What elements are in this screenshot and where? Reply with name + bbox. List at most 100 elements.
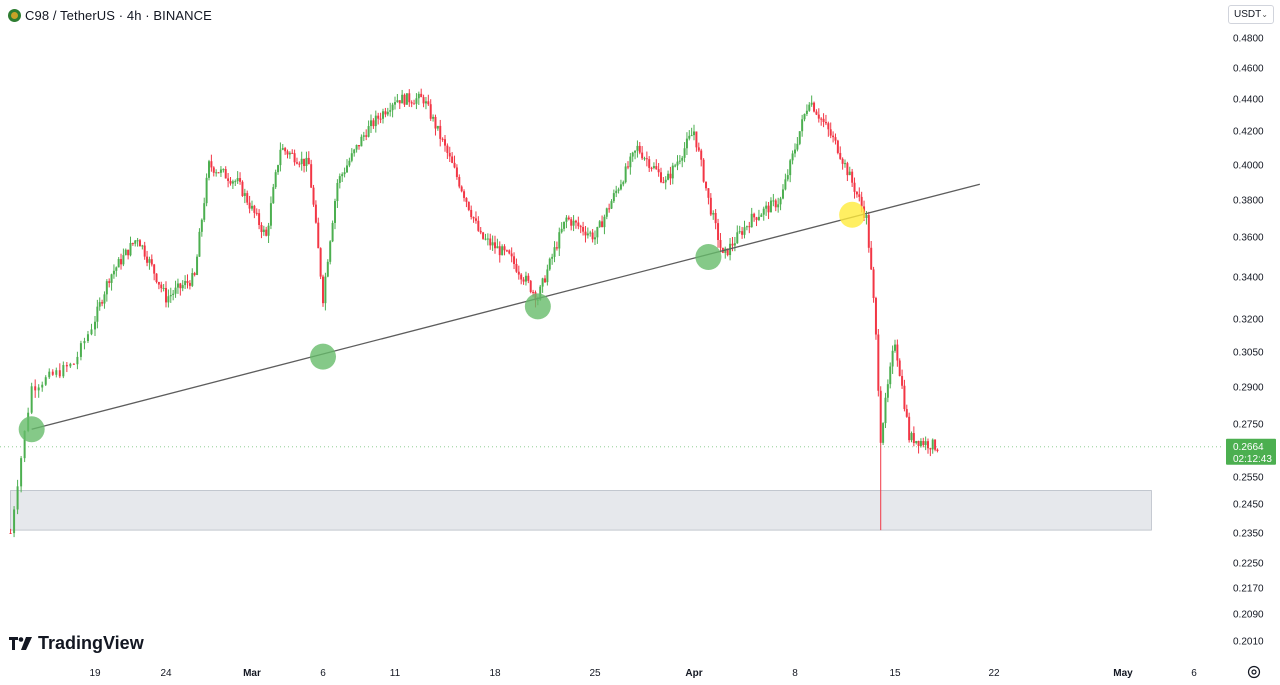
time-axis[interactable]: 19 24 Mar 6 11 18 25 Apr 8 15 22 May 6 xyxy=(89,668,1197,679)
candle-body xyxy=(176,283,179,288)
time-tick-label: Apr xyxy=(685,668,702,679)
candle-body xyxy=(572,220,575,226)
candle-body xyxy=(227,178,230,181)
candle-body xyxy=(769,200,772,213)
candle-body xyxy=(251,205,253,209)
currency-dropdown[interactable]: USDT ⌄ xyxy=(1228,5,1274,24)
candle-body xyxy=(293,153,296,163)
candle-body xyxy=(434,116,437,129)
candle-body xyxy=(750,213,753,228)
candle-body xyxy=(529,280,532,292)
candle-body xyxy=(555,247,558,249)
candle-body xyxy=(570,219,573,226)
candle-body xyxy=(645,158,648,160)
candle-body xyxy=(709,197,712,215)
candle-body xyxy=(205,177,208,204)
last-price-label: 0.2664 02:12:43 xyxy=(1226,438,1276,465)
price-tick-label: 0.2170 xyxy=(1233,584,1264,595)
candle-body xyxy=(55,370,58,375)
candle-body xyxy=(829,129,832,136)
candle-body xyxy=(420,93,423,98)
candle-body xyxy=(815,111,818,115)
candle-body xyxy=(350,153,353,161)
candle-body xyxy=(324,276,327,304)
candle-body xyxy=(477,220,480,231)
candles xyxy=(9,88,939,538)
candle-body xyxy=(298,163,301,165)
time-tick-label: 24 xyxy=(160,668,172,679)
candle-body xyxy=(767,205,770,213)
candle-body xyxy=(505,250,508,252)
candle-body xyxy=(241,181,244,196)
gear-icon[interactable] xyxy=(1246,664,1262,680)
candle-body xyxy=(503,246,506,251)
candle-body xyxy=(138,240,141,247)
candle-body xyxy=(260,225,263,233)
candle-body xyxy=(753,213,756,218)
candle-body xyxy=(929,448,932,450)
candle-body xyxy=(615,190,618,194)
candle-body xyxy=(146,256,149,263)
candle-body xyxy=(513,256,516,264)
candle-body xyxy=(243,193,246,196)
candle-body xyxy=(690,135,693,137)
candle-body xyxy=(591,232,594,240)
candle-body xyxy=(489,238,492,246)
candle-body xyxy=(501,246,504,256)
time-tick-label: May xyxy=(1113,668,1133,679)
price-axis[interactable]: 0.4800 0.4600 0.4400 0.4200 0.4000 0.3800 0.36… xyxy=(1233,34,1264,648)
candle-body xyxy=(188,282,191,286)
candle-body xyxy=(544,278,546,283)
candle-body xyxy=(108,281,111,283)
candle-body xyxy=(105,281,108,295)
trendline-touch-marker xyxy=(310,343,336,370)
candle-body xyxy=(415,98,418,104)
candle-body xyxy=(198,231,201,257)
candle-body xyxy=(101,302,104,304)
candle-body xyxy=(377,115,380,119)
candle-body xyxy=(463,191,466,198)
candle-body xyxy=(300,158,303,165)
candle-body xyxy=(760,214,763,217)
candle-body xyxy=(820,118,823,120)
candle-body xyxy=(919,441,922,446)
candle-body xyxy=(417,93,420,99)
candle-body xyxy=(622,182,625,185)
candle-body xyxy=(267,225,270,236)
symbol-title[interactable]: C98 / TetherUS · 4h · BINANCE xyxy=(8,6,212,24)
candle-body xyxy=(367,126,370,137)
candle-body xyxy=(432,116,435,119)
candle-body xyxy=(258,213,261,226)
candle-body xyxy=(520,274,523,280)
candle-body xyxy=(162,287,165,289)
candle-body xyxy=(343,172,346,175)
candle-body xyxy=(382,111,384,119)
candle-body xyxy=(436,125,439,129)
candle-body xyxy=(253,205,256,213)
candle-body xyxy=(707,188,710,198)
trendline-touch-marker xyxy=(18,416,45,443)
candle-body xyxy=(44,377,47,385)
trendline-touch-marker xyxy=(695,244,722,270)
candle-body xyxy=(865,215,868,218)
candle-body xyxy=(262,229,265,233)
candle-body xyxy=(915,440,918,443)
candle-body xyxy=(924,441,927,446)
candle-body xyxy=(905,409,908,417)
candle-body xyxy=(451,156,454,163)
candle-body xyxy=(186,281,189,283)
candle-body xyxy=(136,240,139,242)
candle-body xyxy=(817,114,820,119)
candle-body xyxy=(210,161,213,168)
tradingview-logo[interactable]: TradingView xyxy=(9,633,144,654)
candle-body xyxy=(370,120,372,127)
time-tick-label: 19 xyxy=(89,668,101,679)
candle-body xyxy=(65,365,68,367)
candle-body xyxy=(141,245,144,247)
candle-body xyxy=(548,258,551,270)
candle-body xyxy=(848,171,851,176)
candle-body xyxy=(353,149,356,154)
candle-body xyxy=(678,160,681,162)
candle-body xyxy=(515,264,518,272)
